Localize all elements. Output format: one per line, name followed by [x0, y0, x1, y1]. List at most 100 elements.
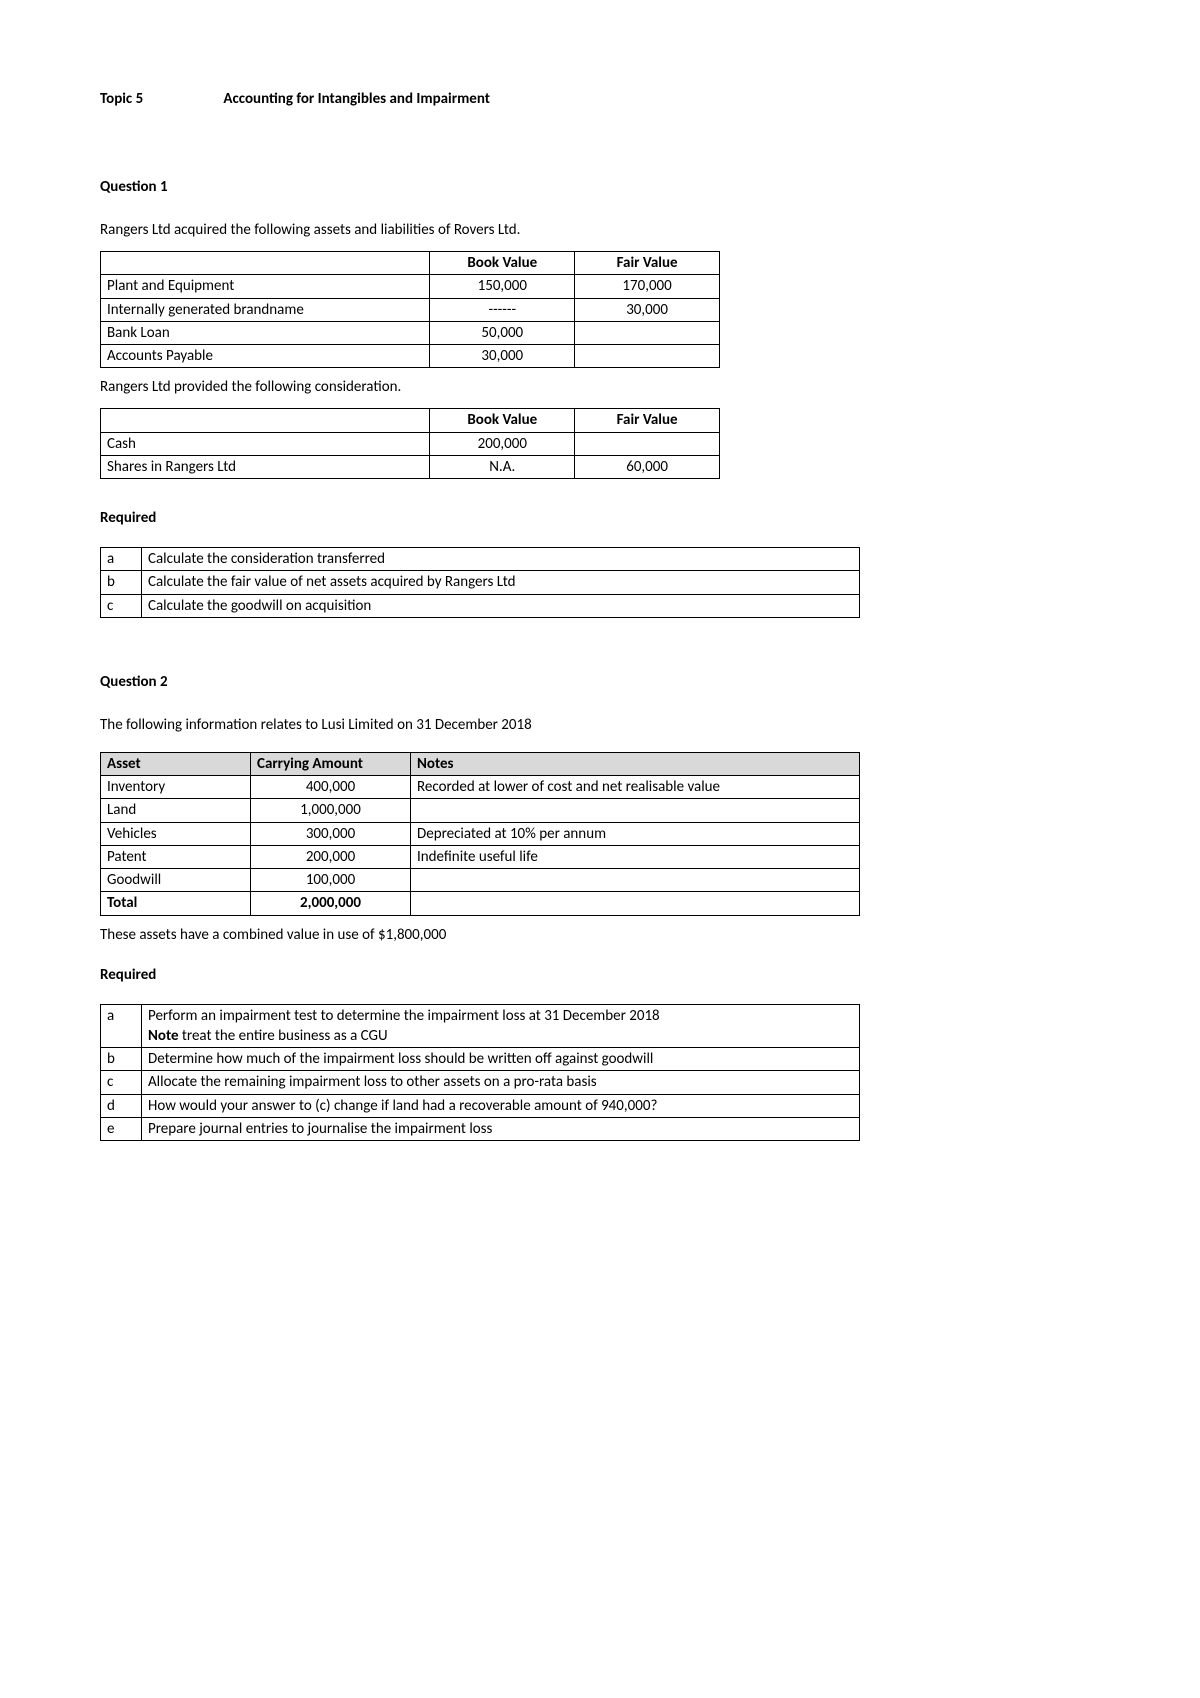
cell-fv: 60,000 — [575, 455, 720, 478]
header-book-value: Book Value — [430, 409, 575, 432]
q1-consideration-table: Book Value Fair Value Cash 200,000 Share… — [100, 408, 720, 479]
cell-notes — [411, 799, 860, 822]
req-text: Determine how much of the impairment los… — [142, 1048, 860, 1071]
cell-label: Shares in Rangers Ltd — [101, 455, 430, 478]
cell-notes: Recorded at lower of cost and net realis… — [411, 776, 860, 799]
cell-ca: 2,000,000 — [251, 892, 411, 915]
table-row: Goodwill 100,000 — [101, 869, 860, 892]
req-text: How would your answer to (c) change if l… — [142, 1094, 860, 1117]
table-row: c Calculate the goodwill on acquisition — [101, 594, 860, 617]
q2-intro: The following information relates to Lus… — [100, 716, 1100, 734]
req-key: b — [101, 571, 142, 594]
cell-bv: 30,000 — [430, 345, 575, 368]
cell-ca: 400,000 — [251, 776, 411, 799]
cell-label: Internally generated brandname — [101, 298, 430, 321]
cell-fv: 30,000 — [575, 298, 720, 321]
cell-asset: Inventory — [101, 776, 251, 799]
header-notes: Notes — [411, 752, 860, 775]
table-row: Land 1,000,000 — [101, 799, 860, 822]
table-header-row: Asset Carrying Amount Notes — [101, 752, 860, 775]
cell-label: Bank Loan — [101, 321, 430, 344]
req-text: Calculate the fair value of net assets a… — [142, 571, 860, 594]
table-row: a Perform an impairment test to determin… — [101, 1004, 860, 1048]
q1-assets-table: Book Value Fair Value Plant and Equipmen… — [100, 251, 720, 368]
table-row: b Determine how much of the impairment l… — [101, 1048, 860, 1071]
cell-ca: 200,000 — [251, 845, 411, 868]
cell-fv — [575, 345, 720, 368]
cell-fv — [575, 321, 720, 344]
q1-mid: Rangers Ltd provided the following consi… — [100, 378, 1100, 396]
req-key: a — [101, 548, 142, 571]
topic-title: Accounting for Intangibles and Impairmen… — [223, 90, 490, 108]
header-book-value: Book Value — [430, 252, 575, 275]
req-a-line1: Perform an impairment test to determine … — [148, 1007, 660, 1025]
table-row: Internally generated brandname ------ 30… — [101, 298, 720, 321]
table-row: Accounts Payable 30,000 — [101, 345, 720, 368]
cell-asset: Patent — [101, 845, 251, 868]
topic-number: Topic 5 — [100, 90, 220, 108]
cell-bv: 150,000 — [430, 275, 575, 298]
document-page: Topic 5 Accounting for Intangibles and I… — [0, 0, 1200, 1698]
q1-required-table: a Calculate the consideration transferre… — [100, 547, 860, 618]
req-key: d — [101, 1094, 142, 1117]
q2-assets-table: Asset Carrying Amount Notes Inventory 40… — [100, 752, 860, 916]
req-key: b — [101, 1048, 142, 1071]
q2-required-table: a Perform an impairment test to determin… — [100, 1004, 860, 1142]
req-text: Calculate the consideration transferred — [142, 548, 860, 571]
q1-intro: Rangers Ltd acquired the following asset… — [100, 221, 1100, 239]
req-key: a — [101, 1004, 142, 1048]
cell-ca: 100,000 — [251, 869, 411, 892]
q1-heading: Question 1 — [100, 178, 1100, 196]
cell-bv: ------ — [430, 298, 575, 321]
cell-label: Cash — [101, 432, 430, 455]
req-a-note-label: Note — [148, 1027, 179, 1045]
req-text: Prepare journal entries to journalise th… — [142, 1117, 860, 1140]
header-asset: Asset — [101, 752, 251, 775]
req-key: c — [101, 594, 142, 617]
table-row: Vehicles 300,000 Depreciated at 10% per … — [101, 822, 860, 845]
q1-required-label: Required — [100, 509, 1100, 527]
req-text: Allocate the remaining impairment loss t… — [142, 1071, 860, 1094]
cell-asset: Goodwill — [101, 869, 251, 892]
cell-asset: Vehicles — [101, 822, 251, 845]
cell-asset: Total — [101, 892, 251, 915]
cell-bv: N.A. — [430, 455, 575, 478]
req-key: c — [101, 1071, 142, 1094]
header-blank — [101, 409, 430, 432]
header-fair-value: Fair Value — [575, 252, 720, 275]
cell-notes — [411, 892, 860, 915]
cell-fv: 170,000 — [575, 275, 720, 298]
cell-label: Accounts Payable — [101, 345, 430, 368]
table-row: Bank Loan 50,000 — [101, 321, 720, 344]
table-row: Cash 200,000 — [101, 432, 720, 455]
q2-after: These assets have a combined value in us… — [100, 926, 1100, 944]
table-row: Inventory 400,000 Recorded at lower of c… — [101, 776, 860, 799]
topic-heading: Topic 5 Accounting for Intangibles and I… — [100, 90, 1100, 108]
cell-bv: 200,000 — [430, 432, 575, 455]
q2-required-label: Required — [100, 966, 1100, 984]
cell-notes: Depreciated at 10% per annum — [411, 822, 860, 845]
req-text: Perform an impairment test to determine … — [142, 1004, 860, 1048]
table-header-row: Book Value Fair Value — [101, 252, 720, 275]
table-row: Patent 200,000 Indefinite useful life — [101, 845, 860, 868]
table-row: c Allocate the remaining impairment loss… — [101, 1071, 860, 1094]
cell-fv — [575, 432, 720, 455]
cell-ca: 1,000,000 — [251, 799, 411, 822]
table-row: Plant and Equipment 150,000 170,000 — [101, 275, 720, 298]
cell-notes — [411, 869, 860, 892]
table-row: Shares in Rangers Ltd N.A. 60,000 — [101, 455, 720, 478]
req-key: e — [101, 1117, 142, 1140]
q2-heading: Question 2 — [100, 673, 1100, 691]
cell-label: Plant and Equipment — [101, 275, 430, 298]
header-carrying-amount: Carrying Amount — [251, 752, 411, 775]
table-header-row: Book Value Fair Value — [101, 409, 720, 432]
table-row: b Calculate the fair value of net assets… — [101, 571, 860, 594]
header-fair-value: Fair Value — [575, 409, 720, 432]
req-a-note-text: treat the entire business as a CGU — [179, 1027, 388, 1045]
header-blank — [101, 252, 430, 275]
req-text: Calculate the goodwill on acquisition — [142, 594, 860, 617]
cell-asset: Land — [101, 799, 251, 822]
table-row: a Calculate the consideration transferre… — [101, 548, 860, 571]
table-row: d How would your answer to (c) change if… — [101, 1094, 860, 1117]
table-row-total: Total 2,000,000 — [101, 892, 860, 915]
